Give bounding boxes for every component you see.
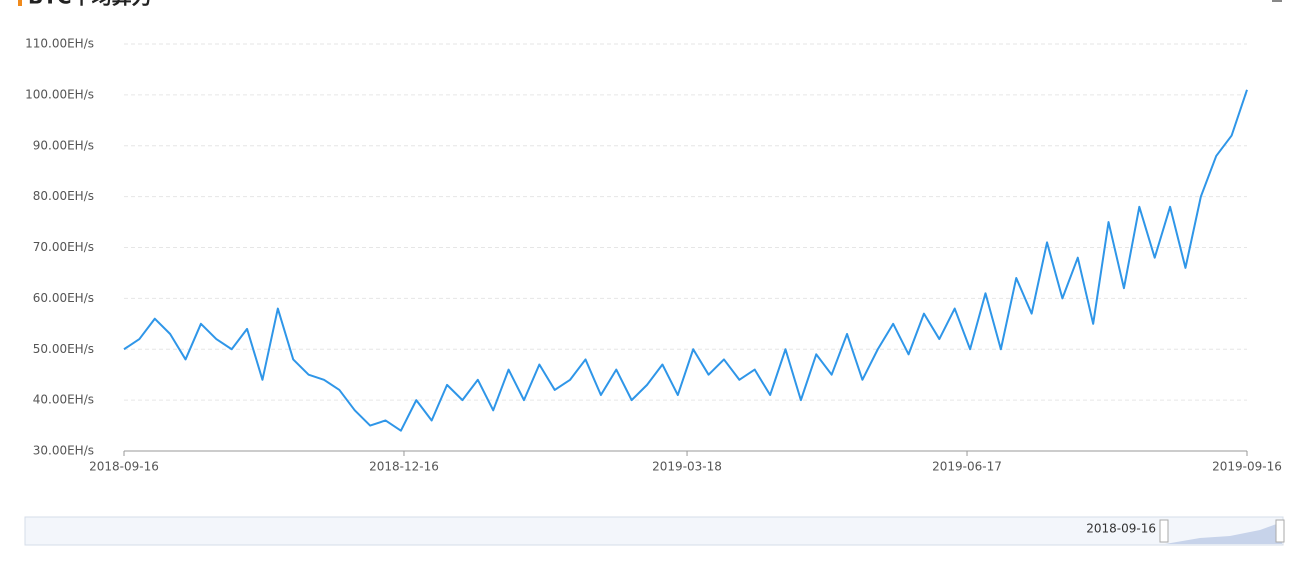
zoom-handle[interactable] <box>1275 519 1285 543</box>
y-tick-label: 40.00EH/s <box>33 393 94 407</box>
y-tick-label: 30.00EH/s <box>33 444 94 458</box>
y-tick-label: 80.00EH/s <box>33 189 94 203</box>
title-accent <box>18 0 22 6</box>
y-tick-label: 70.00EH/s <box>33 240 94 254</box>
data-zoom[interactable] <box>24 516 1284 546</box>
x-tick-label: 2019-09-16 <box>1212 460 1282 474</box>
x-tick-label: 2018-12-16 <box>369 460 439 474</box>
data-line <box>123 89 1248 432</box>
y-tick-label: 50.00EH/s <box>33 342 94 356</box>
x-tick-label: 2019-03-18 <box>652 460 722 474</box>
y-tick-label: 60.00EH/s <box>33 291 94 305</box>
zoom-label: 2018-09-16 <box>1086 522 1156 536</box>
y-tick-label: 90.00EH/s <box>33 138 94 152</box>
menu-icon[interactable] <box>1272 0 1282 2</box>
y-tick-label: 100.00EH/s <box>25 87 94 101</box>
y-tick-label: 110.00EH/s <box>25 37 94 51</box>
zoom-handle[interactable] <box>1159 519 1169 543</box>
x-tick-label: 2018-09-16 <box>89 460 159 474</box>
chart-title: BTC平均算力 <box>28 0 152 9</box>
zoom-preview <box>1165 522 1282 544</box>
x-tick-label: 2019-06-17 <box>932 460 1002 474</box>
